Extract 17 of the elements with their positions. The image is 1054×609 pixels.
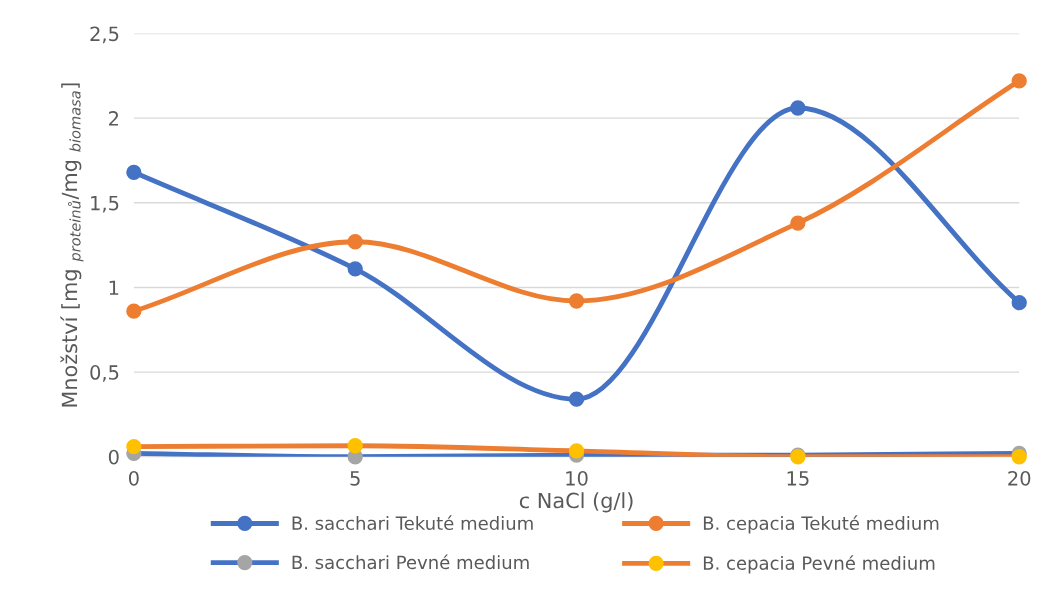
y-tick-label: 2,5 (90, 26, 119, 44)
y-tick-label: 1,5 (91, 196, 119, 213)
y-axis-title: Množství [mg $_{proteinů}$/mg $_{biomasa}$] (60, 83, 84, 407)
x-axis-title: c NaCl (g/l) (519, 492, 633, 513)
legend-label: B. sacchari Pevné medium (292, 554, 529, 570)
y-tick-label: 0 (108, 449, 119, 465)
x-tick-label: 0 (128, 470, 139, 486)
y-tick-label: 0,5 (90, 365, 119, 382)
y-tick-label: 1 (109, 280, 119, 295)
x-tick-label: 5 (350, 471, 360, 486)
y-tick-label: 2 (109, 111, 119, 126)
x-tick-label: 10 (566, 470, 588, 486)
legend-label: B. sacchari Tekuté medium (292, 515, 533, 531)
legend-label: B. cepacia Pevné medium (703, 555, 935, 574)
x-tick-label: 20 (1008, 470, 1031, 486)
legend-label: B. cepacia Tekuté medium (703, 515, 939, 534)
x-tick-label: 15 (787, 471, 809, 486)
